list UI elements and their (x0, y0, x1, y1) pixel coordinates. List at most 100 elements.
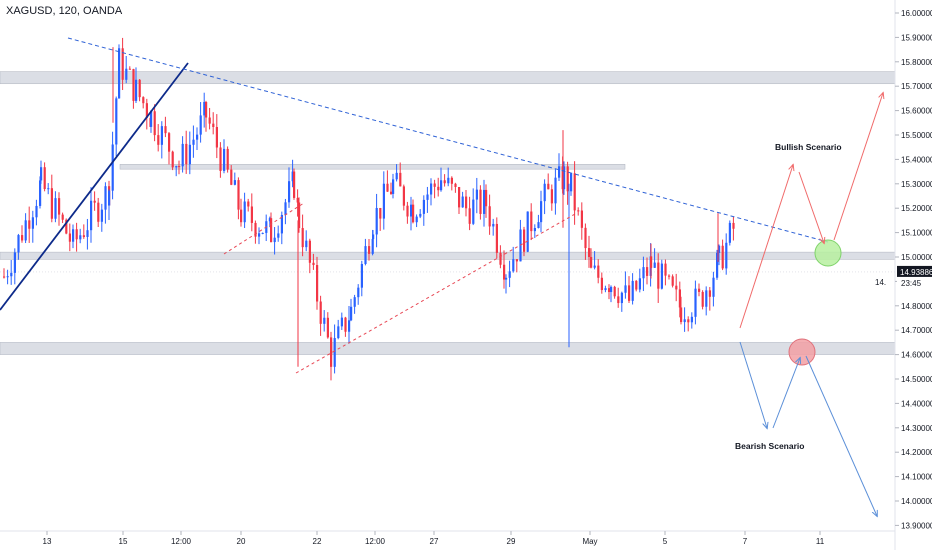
candle-body (31, 217, 34, 229)
candle-body (426, 194, 429, 200)
candle-body (6, 276, 9, 278)
candle-body (395, 172, 398, 180)
candle-body (97, 202, 100, 222)
candle-body (240, 209, 243, 223)
candle-body (138, 79, 141, 98)
candle-body (701, 291, 704, 307)
candle-body (168, 133, 171, 152)
candle-body (111, 144, 114, 191)
price-tick-label: 14.10000 (901, 473, 932, 482)
time-tick-label: 13 (43, 537, 52, 546)
candle-body (121, 48, 124, 80)
time-tick-label: 12:00 (171, 537, 192, 546)
candle-body (412, 204, 415, 223)
bull-arrow-1 (739, 165, 793, 329)
candle-body (192, 139, 195, 145)
candle-body (608, 288, 611, 293)
candle-body (543, 183, 546, 202)
countdown-label: 23:45 (901, 279, 922, 288)
candle-body (447, 177, 450, 184)
candle-body (646, 267, 649, 276)
time-tick-label: 27 (430, 537, 439, 546)
candle-body (721, 245, 724, 269)
candle-body (135, 79, 138, 101)
candle-body (233, 180, 236, 185)
candle-body (382, 183, 385, 219)
price-tick-label: 15.10000 (901, 229, 932, 238)
candle-body (298, 202, 301, 229)
price-tick-label: 13.90000 (901, 521, 932, 530)
candle-body (185, 143, 188, 165)
candle-body (319, 301, 322, 324)
candle-body (461, 196, 464, 208)
price-tick-label: 16.00000 (901, 9, 932, 18)
candle-body (628, 285, 631, 301)
candle-body (372, 234, 375, 239)
candle-body (132, 69, 135, 101)
candle-body (208, 117, 211, 124)
ascending-trendline (0, 62, 189, 311)
candle-body (68, 233, 71, 242)
candle-body (196, 134, 199, 140)
candle-body (624, 285, 627, 293)
candle-body (458, 187, 461, 208)
candle-body (671, 276, 674, 286)
candle-body (503, 264, 506, 280)
candle-body (419, 213, 422, 217)
candle-body (533, 228, 536, 232)
candle-body (573, 173, 576, 211)
price-tick-label: 15.30000 (901, 180, 932, 189)
price-tick-label: 15.60000 (901, 107, 932, 116)
candle-body (50, 188, 53, 219)
candle-body (716, 253, 719, 278)
candle-body (21, 235, 24, 241)
candle-body (631, 280, 634, 301)
candle-body (254, 222, 257, 237)
candle-body (610, 286, 613, 293)
candle-body (280, 214, 283, 234)
price-tick-label: 14.20000 (901, 448, 932, 457)
candle-body (150, 111, 153, 127)
candle-body (379, 207, 382, 219)
candle-body (258, 233, 261, 237)
candle-body (261, 232, 264, 234)
candle-body (410, 204, 413, 217)
candle-body (360, 263, 363, 288)
candle-body (479, 189, 482, 214)
candle-body (668, 275, 671, 277)
candle-body (212, 123, 215, 127)
candle-body (205, 101, 208, 118)
price-tick-label: 14.60000 (901, 351, 932, 360)
candle-body (454, 183, 457, 188)
candle-body (125, 68, 128, 80)
candle-body (472, 199, 475, 224)
candle-body (215, 126, 218, 148)
candle-body (613, 286, 616, 297)
candle-body (430, 183, 433, 195)
time-tick-label: 7 (743, 537, 748, 546)
time-tick-label: 15 (119, 537, 128, 546)
candle-body (694, 288, 697, 317)
candle-body (402, 186, 405, 206)
candle-body (465, 196, 468, 209)
chart-symbol-title: XAGUSD, 120, OANDA (6, 5, 123, 17)
candle-body (698, 288, 701, 292)
red-dashed-trendline-1 (223, 202, 305, 255)
price-tick-label: 15.40000 (901, 155, 932, 164)
candle-body (28, 220, 31, 229)
candle-body (550, 189, 553, 204)
price-tick-label: 15.00000 (901, 253, 932, 262)
candle-body (308, 240, 311, 263)
current-price-label: 14.93886 (900, 268, 932, 277)
bull-arrow-3 (833, 93, 883, 241)
candle-body (247, 201, 250, 207)
candle-body (35, 205, 38, 218)
candle-body (577, 210, 580, 212)
candle-body (203, 101, 206, 116)
candle-body (223, 148, 226, 171)
candle-body (93, 200, 96, 203)
candle-body (725, 242, 728, 269)
bull-arrow-2 (798, 171, 824, 243)
candle-body (375, 207, 378, 235)
